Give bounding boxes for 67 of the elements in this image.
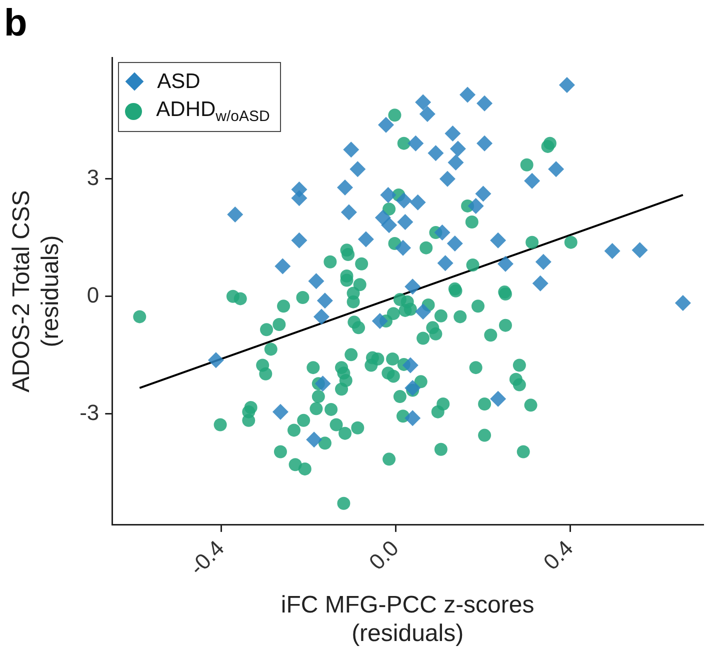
point [439, 170, 456, 187]
point [306, 432, 322, 448]
point [402, 357, 418, 374]
point [291, 232, 308, 248]
point [350, 161, 366, 178]
legend-label: ASD [157, 70, 200, 94]
point [415, 94, 432, 110]
point [434, 224, 450, 241]
point [476, 135, 493, 152]
point [446, 236, 463, 252]
point [395, 240, 412, 256]
point [404, 278, 421, 295]
legend-label: ADHD$_{w/oASD}$ [156, 98, 270, 126]
y-tick-label: 3 [86, 164, 100, 190]
point [316, 292, 333, 309]
y-tick-label: -3 [80, 400, 100, 425]
point [475, 186, 492, 202]
point [532, 275, 548, 292]
point [524, 172, 540, 189]
point [444, 126, 461, 142]
point [490, 232, 506, 248]
point [558, 77, 575, 93]
point [314, 376, 331, 392]
point [272, 404, 288, 420]
point [397, 214, 414, 230]
point [308, 273, 324, 290]
point [548, 161, 564, 178]
point [468, 198, 484, 214]
x-axis-title: iFC MFG-PCC z-scores (residuals) [280, 591, 534, 648]
point [358, 231, 374, 248]
point [437, 255, 454, 272]
point [340, 204, 357, 220]
point [410, 194, 426, 210]
point [604, 242, 620, 259]
point [343, 142, 360, 158]
x-tick-label: 0.4 [538, 535, 578, 575]
point [448, 154, 464, 170]
point [460, 86, 476, 103]
point [396, 192, 412, 208]
chart-title: b [4, 2, 28, 44]
point [380, 186, 396, 203]
point [674, 295, 691, 312]
point [208, 352, 224, 368]
y-axis-title: ADOS-2 Total CSS (residuals) [8, 190, 64, 392]
point [415, 304, 432, 320]
point [632, 242, 648, 258]
point [408, 135, 424, 152]
point [450, 140, 466, 157]
point [535, 254, 552, 270]
point [419, 106, 436, 122]
point [378, 116, 394, 133]
point [274, 258, 291, 274]
point [404, 380, 421, 396]
point [381, 217, 398, 234]
point [428, 145, 444, 162]
point [490, 390, 506, 407]
point [404, 410, 421, 426]
y-tick-label: 0 [86, 282, 100, 308]
point [337, 180, 354, 196]
point [313, 308, 330, 325]
point [497, 256, 514, 272]
point [372, 313, 388, 330]
x-tick-label: 0.0 [364, 535, 404, 575]
point [291, 190, 308, 206]
x-tick-label: -0.4 [184, 535, 229, 580]
point [476, 95, 493, 112]
point [227, 206, 244, 223]
